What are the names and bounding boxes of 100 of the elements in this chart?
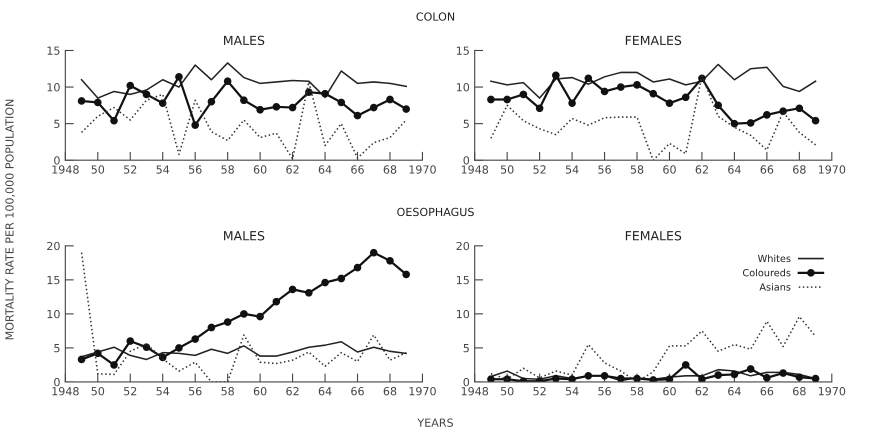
point [568,99,576,107]
x-tick-label: 68 [384,386,396,396]
line-series [490,316,816,382]
x-tick-label: 1948 [52,386,79,396]
point [386,96,394,104]
point [304,288,313,297]
x-tick-label: 62 [696,165,708,174]
x-tick-label: 52 [533,165,546,174]
x-tick-label: 62 [286,165,299,174]
point [552,72,560,80]
y-tick-label: 20 [456,242,470,250]
point [812,116,820,125]
point [288,286,296,294]
point [110,116,118,125]
y-tick-label: 0 [463,378,470,386]
y-tick-label: 5 [54,120,60,128]
point [730,120,738,128]
point [682,93,690,102]
x-tick-label: 54 [566,165,579,174]
point [487,96,495,104]
chart-title: FEMALES [626,231,682,240]
point [142,343,150,352]
x-tick-label: 1948 [462,386,488,396]
point [503,96,511,104]
point [746,119,754,127]
legend-label: Coloureds [742,268,790,276]
point [256,312,264,320]
y-tick-label: 10 [48,83,60,92]
point [94,98,102,106]
chart-title: MALES [224,231,264,240]
x-tick-label: 56 [598,386,611,396]
y-tick-label: 15 [456,46,469,55]
point [126,337,134,345]
point [272,103,280,111]
x-tick-label: 66 [351,165,364,174]
x-tick-label: 50 [92,386,104,396]
legend-label: Whites [758,254,790,262]
text: OESOPHAGUS [397,208,474,216]
point [224,318,232,326]
y-tick-label: 15 [456,276,469,284]
line-series [80,81,407,160]
x-tick-label: 58 [630,165,644,174]
point [321,278,329,286]
point [256,106,264,114]
point [142,90,150,98]
x-tick-label: 1970 [410,165,436,174]
y-tick-label: 0 [463,156,470,165]
x-tick-label: 56 [598,165,611,174]
x-tick-label: 68 [384,165,396,174]
y-tick-label: 10 [48,310,60,318]
point [191,335,200,343]
x-tick-label: 50 [92,165,104,174]
legend-label: Asians [759,283,790,291]
y-tick-label: 10 [456,310,470,318]
y-tick-label: 0 [54,378,60,386]
x-tick-label: 64 [728,165,741,174]
point [386,256,394,265]
x-tick-label: 1970 [818,386,846,396]
point [110,361,118,369]
point [520,90,528,98]
point [616,83,625,91]
y-tick-label: 5 [464,344,469,352]
point [240,310,248,318]
point [370,248,378,256]
x-tick-label: 68 [793,386,806,396]
x-tick-label: 60 [254,165,266,174]
point [208,324,216,332]
x-tick-label: 54 [156,387,170,396]
point [536,104,544,112]
y-tick-label: 15 [48,46,60,55]
point [175,73,183,81]
point [321,90,329,98]
text: COLON [416,12,454,21]
point [633,81,641,89]
y-tick-label: 5 [464,120,469,128]
point [402,270,410,278]
point [175,344,183,352]
point [208,98,216,106]
x-tick-label: 60 [663,165,676,174]
x-tick-label: 50 [500,165,514,174]
x-tick-label: 60 [663,386,676,396]
x-tick-label: 58 [221,165,234,174]
x-tick-label: 56 [188,165,202,174]
point [337,98,346,106]
x-tick-label: 64 [318,386,332,396]
chart-title: MALES [224,36,264,46]
point [649,90,658,98]
point [272,298,280,306]
point [158,99,167,107]
y-tick-label: 5 [54,344,60,352]
x-tick-label: 64 [728,386,741,396]
point [224,77,232,86]
point [354,264,362,272]
x-tick-label: 1948 [462,165,488,174]
y-axis-title: MORTALITY RATE PER 100,000 POPULATION [5,100,15,340]
point [240,96,248,104]
x-tick-label: 1948 [52,165,79,174]
point [584,74,592,82]
x-tick-label: 68 [793,165,806,174]
x-tick-label: 50 [500,386,514,396]
